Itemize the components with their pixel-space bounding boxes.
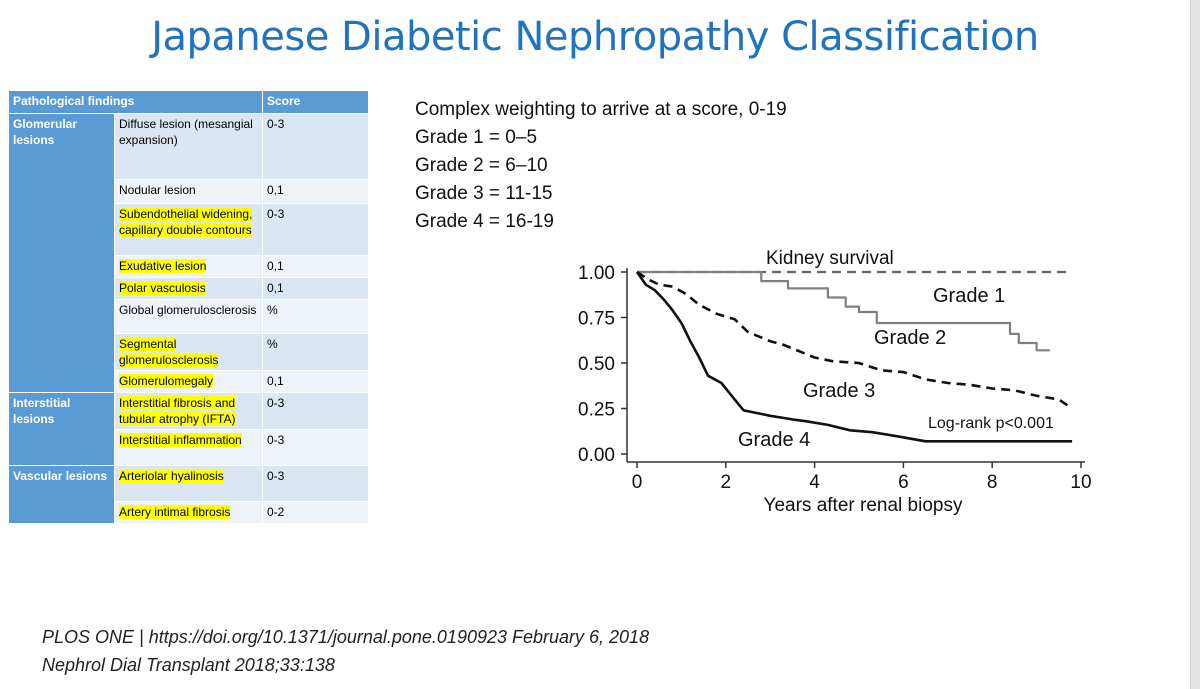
grading-line: Complex weighting to arrive at a score, … xyxy=(415,99,787,120)
score-text: 0,1 xyxy=(262,179,369,204)
citation-line: Nephrol Dial Transplant 2018;33:138 xyxy=(42,655,335,675)
x-tick-label: 8 xyxy=(987,472,998,493)
grading-line: Grade 1 = 0–5 xyxy=(415,127,538,148)
series-label-grade-3: Grade 3 xyxy=(803,380,875,402)
x-tick-label: 4 xyxy=(809,472,820,493)
grading-line: Grade 3 = 11-15 xyxy=(415,183,553,204)
finding-text: Arteriolar hyalinosis xyxy=(119,469,224,483)
finding-text: Interstitial inflammation xyxy=(119,433,242,447)
log-rank-annotation: Log-rank p<0.001 xyxy=(928,415,1054,432)
y-tick-label: 0.75 xyxy=(578,309,615,330)
kidney-survival-chart: 0.00 0.25 0.50 0.75 1.00 0 2 4 6 8 10 Kidney surviv… xyxy=(578,248,1092,516)
header-score: Score xyxy=(262,90,369,114)
category-cell: Interstitial lesions xyxy=(8,392,115,466)
y-tick-label: 0.25 xyxy=(578,400,615,421)
score-text: % xyxy=(262,299,369,334)
slide-title: Japanese Diabetic Nephropathy Classifica… xyxy=(151,14,1039,60)
x-tick-label: 10 xyxy=(1070,472,1091,493)
grading-text: Complex weighting to arrive at a score, … xyxy=(415,96,787,236)
series-line-grade-2 xyxy=(637,270,1050,352)
window-edge xyxy=(1190,0,1200,689)
finding-text: Segmental glomerulosclerosis xyxy=(119,337,219,367)
score-text: 0-3 xyxy=(262,429,369,466)
x-tick-label: 2 xyxy=(721,472,732,493)
score-text: % xyxy=(262,333,369,371)
header-findings: Pathological findings xyxy=(8,90,263,114)
finding-text: Interstitial fibrosis and tubular atroph… xyxy=(119,396,236,426)
score-text: 0-3 xyxy=(262,113,369,180)
grading-line: Grade 2 = 6–10 xyxy=(415,155,548,176)
score-text: 0-2 xyxy=(262,501,369,524)
finding-text: Exudative lesion xyxy=(119,259,207,273)
finding-text: Artery intimal fibrosis xyxy=(119,505,231,519)
category-cell: Glomerular lesions xyxy=(8,113,115,393)
finding-text: Subendothelial widening, capillary doubl… xyxy=(119,207,253,237)
y-tick-label: 0.00 xyxy=(578,445,615,466)
chart-title: Kidney survival xyxy=(766,248,894,269)
series-line-grade-4 xyxy=(635,271,1073,443)
y-tick-label: 0.50 xyxy=(578,354,615,375)
x-axis-label: Years after renal biopsy xyxy=(764,495,963,516)
series-label-grade-2: Grade 2 xyxy=(874,327,946,349)
series-line-grade-3 xyxy=(636,270,1073,410)
finding-text: Polar vasculosis xyxy=(119,281,206,295)
score-text: 0,1 xyxy=(262,277,369,300)
x-tick-label: 6 xyxy=(898,472,909,493)
score-text: 0,1 xyxy=(262,255,369,278)
series-label-grade-1: Grade 1 xyxy=(933,285,1005,307)
score-text: 0,1 xyxy=(262,370,369,393)
series-label-grade-4: Grade 4 xyxy=(738,429,810,451)
finding-text: Global glomerulosclerosis xyxy=(119,303,257,317)
x-tick-label: 0 xyxy=(632,472,643,493)
findings-table: Pathological findings Score Glomerular l… xyxy=(8,90,369,524)
score-text: 0-3 xyxy=(262,465,369,502)
finding-text: Diffuse lesion (mesangial expansion) xyxy=(119,117,253,147)
y-tick-label: 1.00 xyxy=(578,263,615,284)
grading-line: Grade 4 = 16-19 xyxy=(415,211,554,232)
score-text: 0-3 xyxy=(262,203,369,256)
category-cell: Vascular lesions xyxy=(8,465,115,524)
citations: PLOS ONE | https://doi.org/10.1371/journ… xyxy=(42,623,649,679)
citation-line: PLOS ONE | https://doi.org/10.1371/journ… xyxy=(42,627,650,647)
score-text: 0-3 xyxy=(262,392,369,430)
finding-text: Nodular lesion xyxy=(119,183,196,197)
finding-text: Glomerulomegaly xyxy=(119,374,214,388)
